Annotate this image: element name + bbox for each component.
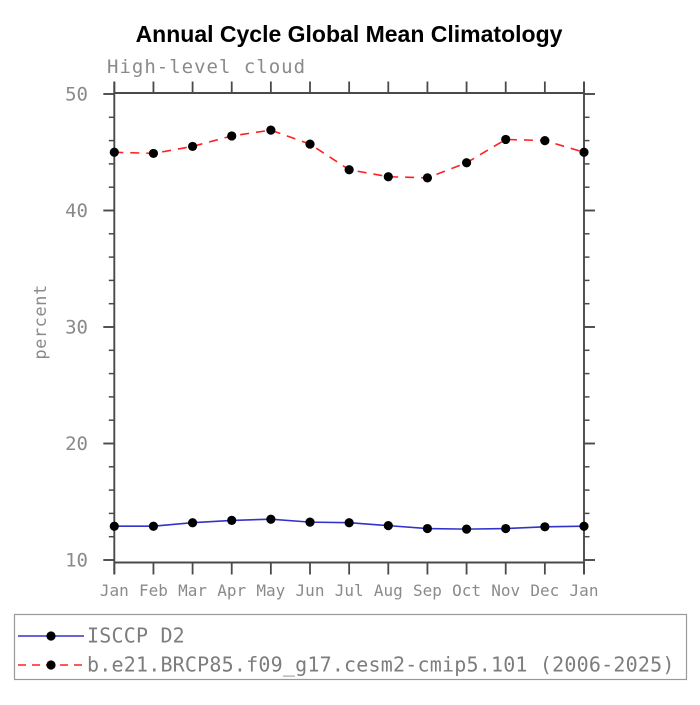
data-point <box>344 518 354 528</box>
x-tick-label: Jan <box>100 581 129 600</box>
legend-marker-icon <box>46 631 56 641</box>
y-tick-label: 50 <box>65 84 88 106</box>
y-axis-title: percent <box>31 284 51 359</box>
legend-entry-model: b.e21.BRCP85.f09_g17.cesm2-cmip5.101 (20… <box>18 653 675 677</box>
chart-subtitle: High-level cloud <box>107 56 306 78</box>
x-tick-label: Aug <box>374 581 403 600</box>
data-point <box>187 141 198 152</box>
data-point <box>305 139 315 149</box>
data-point <box>383 172 393 182</box>
x-tick-label: Nov <box>491 581 520 600</box>
x-tick-label: Oct <box>452 581 481 600</box>
data-series <box>109 125 589 534</box>
x-tick-label: Jul <box>335 581 364 600</box>
data-point <box>109 147 119 157</box>
data-point <box>579 147 589 157</box>
data-point <box>540 522 550 532</box>
data-point <box>501 134 511 145</box>
legend-label-model: b.e21.BRCP85.f09_g17.cesm2-cmip5.101 (20… <box>87 653 675 677</box>
data-point <box>227 515 237 525</box>
x-tick-label: Jun <box>296 581 325 600</box>
data-point <box>461 524 472 534</box>
y-tick-label: 40 <box>65 200 88 222</box>
data-point <box>148 521 159 531</box>
data-point <box>148 148 159 159</box>
legend-marker-icon <box>46 660 56 670</box>
data-point <box>227 131 237 141</box>
y-tick-label: 20 <box>65 433 88 455</box>
x-tick-label: Sep <box>413 581 442 600</box>
chart-title: Annual Cycle Global Mean Climatology <box>136 21 563 47</box>
data-point <box>540 136 550 146</box>
data-point <box>383 521 393 531</box>
legend-entry-isccp: ISCCP D2 <box>18 624 185 648</box>
data-point <box>305 517 315 527</box>
y-tick-label: 30 <box>65 317 88 339</box>
data-point <box>187 518 198 528</box>
data-point <box>109 521 119 531</box>
x-tick-label: May <box>256 581 285 600</box>
data-point <box>344 165 354 175</box>
x-tick-label: Apr <box>217 581 246 600</box>
axes-and-ticks: 10 20 30 40 50 Jan Feb Mar Apr May Jun Jul Aug Sep Oct… <box>65 81 599 600</box>
data-point <box>422 173 433 183</box>
x-tick-label: Dec <box>530 581 559 600</box>
legend-label-isccp: ISCCP D2 <box>87 624 185 648</box>
x-tick-label: Feb <box>139 581 168 600</box>
data-point <box>266 125 276 135</box>
legend: ISCCP D2 b.e21.BRCP85.f09_g17.cesm2-cmip… <box>13 613 688 681</box>
data-point <box>461 158 472 168</box>
y-tick-label: 10 <box>65 550 88 572</box>
x-tick-label: Mar <box>178 581 207 600</box>
legend-border <box>13 613 688 681</box>
x-tick-label: Jan <box>570 581 599 600</box>
data-point <box>422 523 433 534</box>
data-point <box>501 523 511 534</box>
data-point <box>579 521 589 531</box>
data-point <box>266 514 276 524</box>
